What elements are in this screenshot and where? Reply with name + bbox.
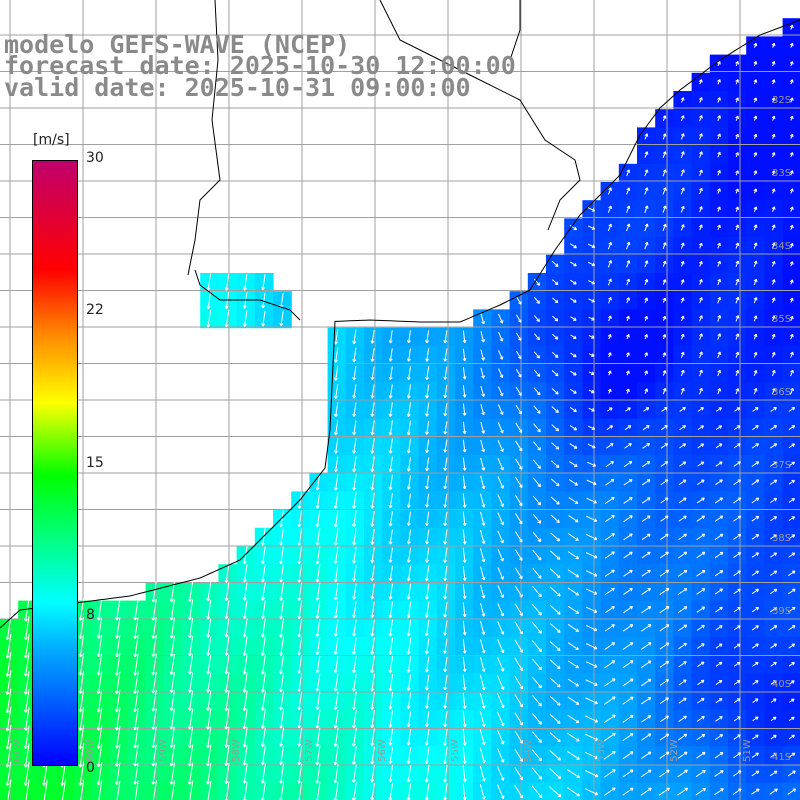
valid-date: valid date: 2025-10-31 09:00:00 — [4, 73, 471, 102]
lat-label: 38S — [772, 533, 792, 544]
model-title: modelo GEFS-WAVE (NCEP) — [4, 30, 351, 59]
lat-label: 39S — [772, 606, 792, 617]
lat-label: 37S — [772, 460, 792, 471]
forecast-date: forecast date: 2025-10-30 12:00:00 — [4, 51, 516, 80]
lon-label: 59W — [157, 739, 169, 762]
lon-label: 55W — [449, 739, 461, 762]
lat-label: 41S — [772, 752, 792, 763]
lon-label: 56W — [376, 739, 388, 762]
lon-label: 60W — [84, 739, 96, 762]
lat-label: 35S — [772, 314, 792, 325]
colorbar-tick-15: 15 — [86, 455, 104, 471]
lon-label: 57W — [303, 739, 315, 762]
lat-label: 32S — [772, 95, 792, 106]
colorbar-tick-0: 0 — [86, 760, 95, 776]
lon-label: 53W — [595, 739, 607, 762]
colorbar-tick-30: 30 — [86, 150, 104, 166]
lon-label: 51W — [741, 739, 753, 762]
wind-speed-field — [0, 18, 800, 800]
colorbar-tick-22: 22 — [86, 302, 104, 318]
lon-label: 52W — [668, 739, 680, 762]
colorbar-tick-8: 8 — [86, 607, 95, 623]
lat-label: 36S — [772, 387, 792, 398]
wind-arrows — [5, 24, 797, 800]
coastline — [0, 0, 800, 629]
colorbar — [32, 160, 78, 766]
lat-label: 33S — [772, 168, 792, 179]
lon-label: 58W — [230, 739, 242, 762]
lat-label: 40S — [772, 679, 792, 690]
lon-label: 54W — [522, 739, 534, 762]
lon-label: 61W — [11, 739, 23, 762]
colorbar-unit: [m/s] — [33, 132, 70, 148]
lat-label: 34S — [772, 241, 792, 252]
